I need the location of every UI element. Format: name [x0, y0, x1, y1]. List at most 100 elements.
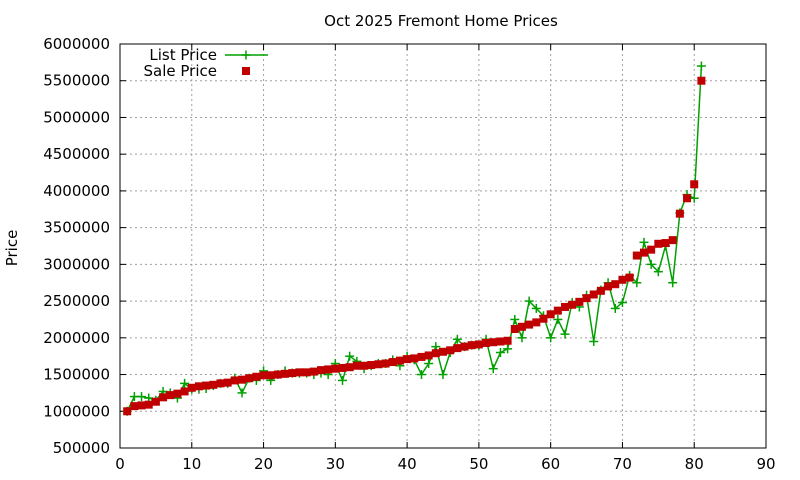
- y-tick-label: 1500000: [43, 366, 110, 384]
- list-price-point: [524, 296, 534, 306]
- sale-price-point: [137, 401, 146, 410]
- list-price-point: [237, 388, 247, 398]
- list-price-point: [531, 303, 541, 313]
- sale-price-point: [690, 180, 699, 189]
- y-tick-label: 5500000: [43, 72, 110, 90]
- sale-price-point: [539, 314, 548, 323]
- list-price-point: [424, 359, 434, 369]
- list-price-point: [488, 364, 498, 374]
- x-tick-label: 80: [685, 455, 704, 473]
- sale-price-point: [266, 371, 275, 380]
- list-price-point: [589, 336, 599, 346]
- y-tick-label: 2000000: [43, 329, 110, 347]
- sale-price-point: [439, 347, 447, 356]
- sale-price-point: [166, 391, 175, 400]
- sale-price-point: [202, 381, 211, 390]
- sale-price-point: [654, 239, 663, 248]
- legend-marker-list-price: [241, 50, 251, 60]
- list-price-point: [560, 329, 570, 339]
- sale-price-point: [295, 368, 304, 377]
- x-axis-ticks: 0 10 20 30 40 50 60 70 80 90: [115, 44, 776, 473]
- x-tick-label: 30: [326, 455, 345, 473]
- sale-price-point: [367, 360, 376, 369]
- sale-price-point: [123, 407, 132, 416]
- list-price-point: [632, 278, 642, 288]
- sale-price-point: [474, 340, 483, 349]
- sale-price-point: [209, 380, 218, 389]
- sale-price-point: [489, 338, 498, 347]
- sale-price-point: [352, 361, 361, 370]
- sale-price-point: [647, 245, 656, 254]
- sale-price-point: [460, 342, 469, 351]
- sale-price-point: [316, 366, 325, 375]
- legend-sample-sale-price: [242, 67, 250, 75]
- chart-title: Oct 2025 Fremont Home Prices: [324, 12, 558, 30]
- list-price-point: [517, 333, 527, 343]
- x-tick-label: 70: [613, 455, 632, 473]
- list-price-point: [137, 392, 147, 402]
- sale-price-point: [467, 341, 476, 350]
- sale-price-point: [611, 280, 620, 289]
- list-price-point: [180, 378, 190, 388]
- list-price-point: [416, 370, 426, 380]
- sale-price-point: [259, 371, 268, 380]
- sale-price-point: [374, 360, 383, 369]
- sale-price-point: [675, 209, 684, 218]
- list-price-point: [689, 193, 699, 203]
- sale-price-point: [403, 355, 412, 364]
- x-tick-label: 20: [254, 455, 273, 473]
- list-price-point: [610, 303, 620, 313]
- sale-price-point: [582, 294, 591, 303]
- sale-price-point: [345, 363, 354, 372]
- x-tick-label: 40: [398, 455, 417, 473]
- list-price-point: [438, 370, 448, 380]
- sale-price-point: [223, 378, 232, 387]
- sale-price-point: [410, 354, 419, 363]
- sale-price-point: [482, 338, 491, 347]
- sale-price-point: [697, 76, 706, 85]
- x-tick-label: 0: [115, 455, 125, 473]
- sale-price-point: [180, 387, 189, 396]
- y-tick-label: 4000000: [43, 182, 110, 200]
- grid-lines: [120, 44, 766, 448]
- series-layer: [122, 61, 706, 416]
- list-price-point: [553, 314, 563, 324]
- sale-price-point: [424, 351, 433, 360]
- list-price-point: [503, 344, 513, 354]
- y-tick-label: 500000: [53, 439, 110, 457]
- list-price-point: [452, 334, 462, 344]
- list-price-point: [646, 259, 656, 269]
- sale-price-point: [230, 376, 239, 385]
- list-price-point: [617, 298, 627, 308]
- sale-price-point: [395, 356, 404, 365]
- sale-price-point: [575, 297, 584, 306]
- series-sale-price: [123, 76, 706, 416]
- list-price-point: [345, 351, 355, 361]
- y-tick-label: 2500000: [43, 292, 110, 310]
- sale-price-point: [618, 275, 627, 284]
- sale-price-point: [661, 239, 670, 248]
- sale-price-point: [446, 346, 455, 355]
- list-price-point: [338, 375, 348, 385]
- sale-price-point: [216, 379, 225, 388]
- sale-price-point: [532, 318, 541, 327]
- sale-price-point: [273, 370, 282, 379]
- sale-price-point: [144, 400, 153, 409]
- y-tick-label: 4500000: [43, 145, 110, 163]
- sale-price-point: [568, 300, 577, 309]
- sale-price-point: [632, 251, 641, 260]
- sale-price-point: [302, 368, 311, 377]
- sale-price-point: [431, 349, 440, 358]
- x-tick-label: 50: [469, 455, 488, 473]
- sale-price-point: [417, 352, 426, 361]
- list-price-point: [653, 267, 663, 277]
- y-tick-label: 6000000: [43, 35, 110, 53]
- sale-price-point: [546, 310, 555, 319]
- sale-price-point: [561, 302, 570, 311]
- x-tick-label: 10: [182, 455, 201, 473]
- sale-price-point: [338, 363, 347, 372]
- sale-price-point: [360, 361, 369, 370]
- y-tick-label: 5000000: [43, 108, 110, 126]
